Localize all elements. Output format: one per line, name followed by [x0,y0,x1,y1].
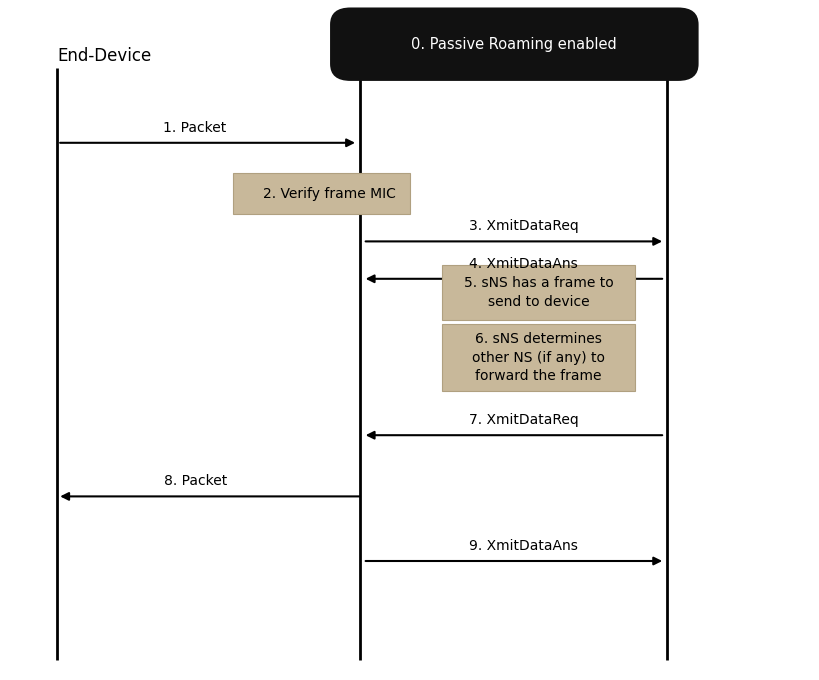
Text: 9. XmitDataAns: 9. XmitDataAns [468,539,577,553]
FancyBboxPatch shape [442,265,635,320]
Text: 4. XmitDataAns: 4. XmitDataAns [468,256,577,271]
Text: fNS: fNS [346,47,375,65]
Text: 1. Packet: 1. Packet [162,120,226,135]
FancyBboxPatch shape [233,173,410,214]
Text: 2. Verify frame MIC: 2. Verify frame MIC [263,187,396,201]
Text: 8. Packet: 8. Packet [165,474,228,488]
Text: 6. sNS determines
other NS (if any) to
forward the frame: 6. sNS determines other NS (if any) to f… [472,333,605,383]
Text: 5. sNS has a frame to
send to device: 5. sNS has a frame to send to device [464,276,613,309]
Text: End-Device: End-Device [57,47,152,65]
Text: sNS: sNS [652,47,683,65]
FancyBboxPatch shape [442,324,635,391]
FancyBboxPatch shape [330,7,699,81]
Text: 0. Passive Roaming enabled: 0. Passive Roaming enabled [411,37,618,52]
Text: 7. XmitDataReq: 7. XmitDataReq [468,413,578,427]
Text: 3. XmitDataReq: 3. XmitDataReq [468,219,578,233]
